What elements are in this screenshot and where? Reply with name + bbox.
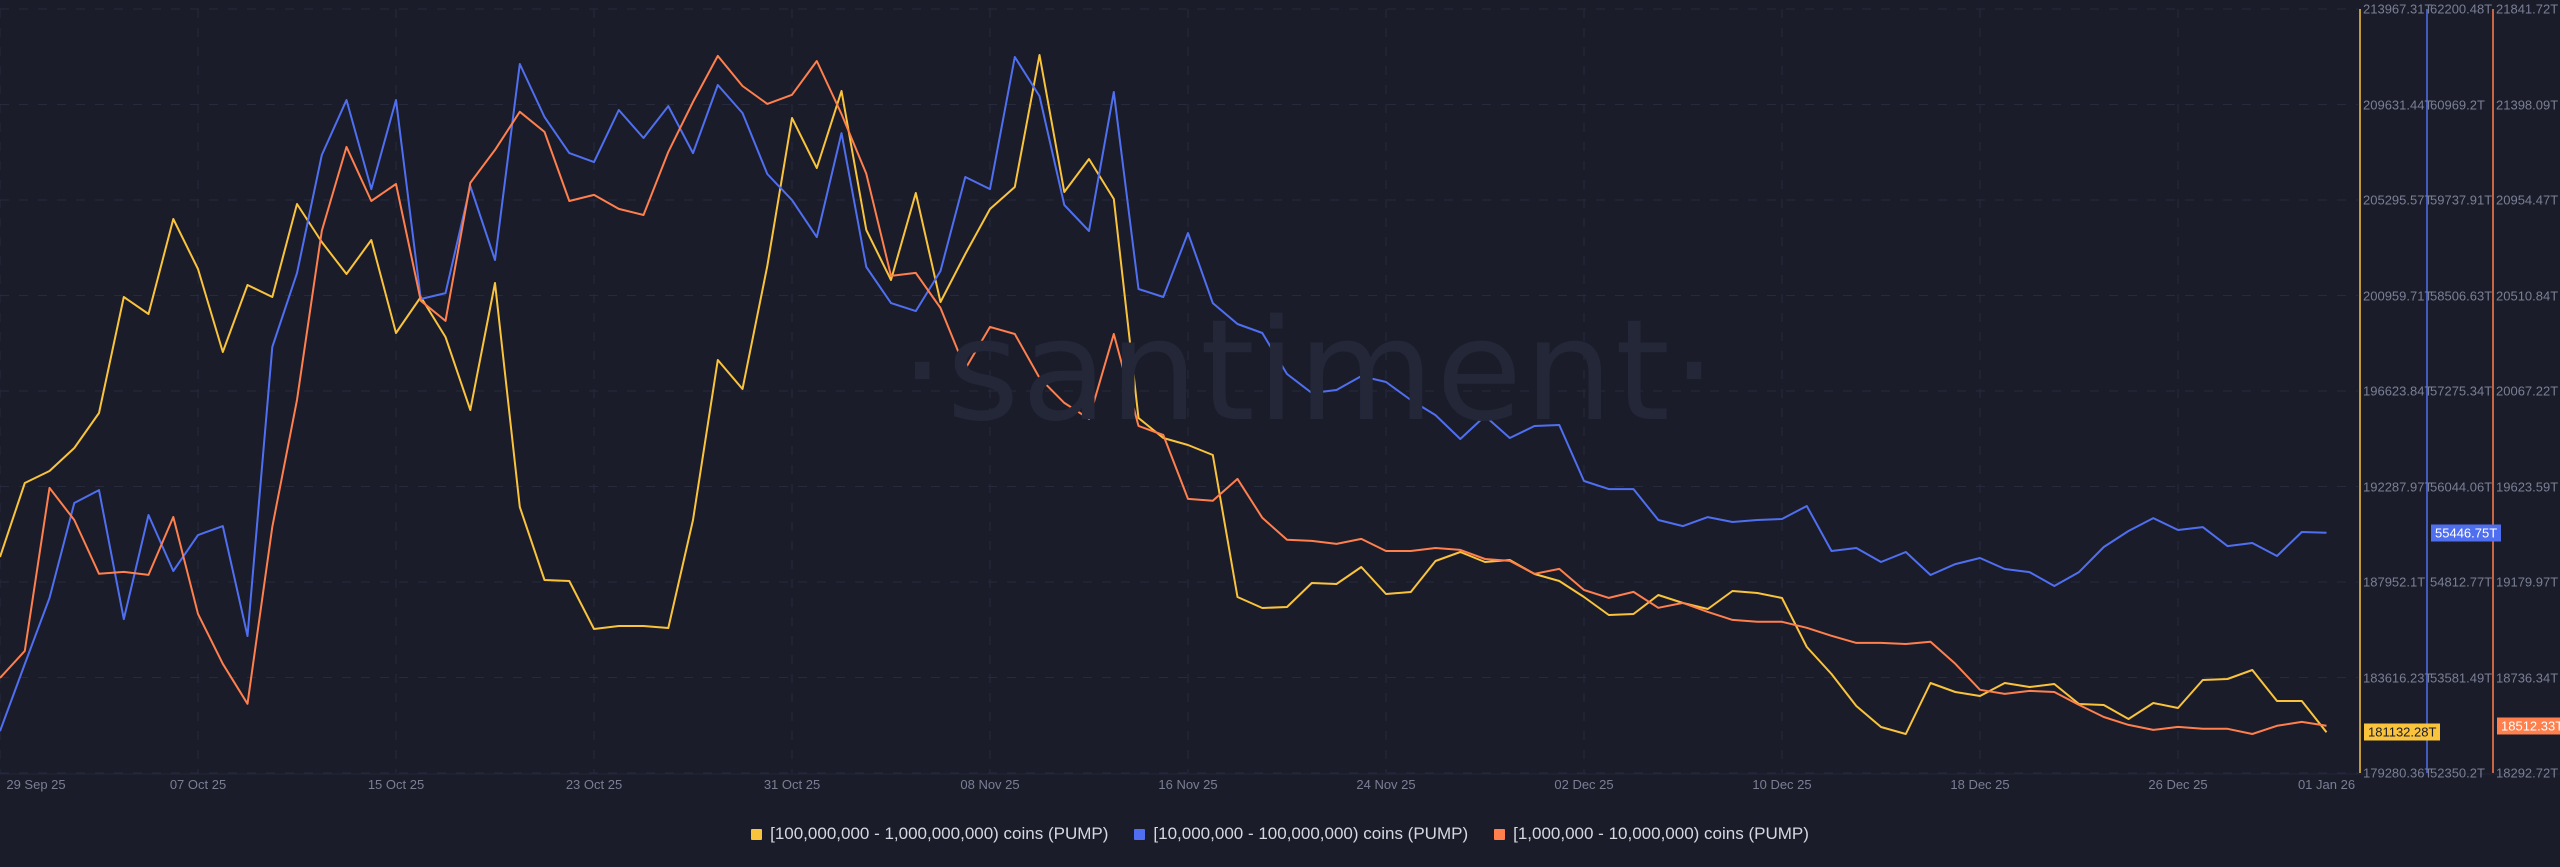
legend-label: [100,000,000 - 1,000,000,000) coins (PUM… (770, 824, 1109, 843)
y-tick-label: 57275.34T (2430, 383, 2493, 399)
y-tick-label: 52350.2T (2430, 765, 2485, 781)
y-tick-label: 21841.72T (2496, 1, 2559, 17)
x-tick-label: 29 Sep 25 (6, 777, 66, 792)
legend-label: [1,000,000 - 10,000,000) coins (PUMP) (1513, 824, 1809, 843)
y-tick-label: 183616.23T (2363, 670, 2433, 685)
legend-item-100m-1b[interactable]: [100,000,000 - 1,000,000,000) coins (PUM… (751, 824, 1108, 844)
y-tick-label: 20067.22T (2496, 383, 2559, 399)
x-tick-label: 01 Jan 26 (2297, 777, 2356, 792)
y-tick-label: 18292.72T (2496, 765, 2559, 781)
y-tick-label: 62200.48T (2430, 1, 2493, 17)
y-tick-label: 213967.31T (2363, 1, 2433, 17)
x-tick-label: 31 Oct 25 (763, 777, 821, 792)
y-tick-label: 19623.59T (2496, 479, 2559, 494)
y-tick-label: 209631.44T (2363, 97, 2433, 112)
x-tick-label: 15 Oct 25 (367, 777, 425, 792)
x-tick-label: 07 Oct 25 (169, 777, 227, 792)
series-line[interactable] (0, 56, 2327, 732)
series-line[interactable] (0, 54, 2327, 735)
x-tick-label: 10 Dec 25 (1752, 777, 1812, 792)
legend-item-10m-100m[interactable]: [10,000,000 - 100,000,000) coins (PUMP) (1134, 824, 1468, 844)
x-tick-label: 26 Dec 25 (2148, 777, 2208, 792)
y-tick-label: 56044.06T (2430, 479, 2493, 494)
y-tick-label: 196623.84T (2363, 383, 2433, 399)
x-tick-label: 24 Nov 25 (1356, 777, 1416, 792)
y-tick-label: 20954.47T (2496, 192, 2559, 208)
x-tick-label: 08 Nov 25 (960, 777, 1020, 792)
legend-swatch-icon (1494, 828, 1506, 840)
x-tick-label: 02 Dec 25 (1554, 777, 1614, 792)
y-tick-label: 205295.57T (2363, 192, 2433, 208)
y-tick-label: 187952.1T (2363, 574, 2426, 590)
y-tick-label: 53581.49T (2430, 670, 2493, 685)
y-tick-label: 58506.63T (2430, 288, 2493, 303)
x-tick-label: 16 Nov 25 (1158, 777, 1218, 792)
last-value-badge: 181132.28T (2364, 723, 2441, 741)
y-tick-label: 192287.97T (2363, 479, 2433, 494)
y-tick-label: 19179.97T (2496, 574, 2559, 590)
legend-swatch-icon (751, 828, 763, 840)
legend-item-1m-10m[interactable]: [1,000,000 - 10,000,000) coins (PUMP) (1494, 824, 1809, 844)
y-tick-label: 18736.34T (2496, 670, 2559, 685)
last-value-badge: 55446.75T (2431, 524, 2502, 542)
legend: [100,000,000 - 1,000,000,000) coins (PUM… (0, 824, 2560, 844)
y-tick-label: 179280.36T (2363, 765, 2433, 781)
y-tick-label: 200959.71T (2363, 288, 2433, 303)
last-value-badge: 18512.33T (2497, 717, 2560, 735)
y-tick-label: 54812.77T (2430, 574, 2493, 590)
y-tick-label: 59737.91T (2430, 192, 2493, 208)
y-tick-label: 21398.09T (2496, 97, 2559, 112)
y-tick-label: 60969.2T (2430, 97, 2485, 112)
legend-label: [10,000,000 - 100,000,000) coins (PUMP) (1153, 824, 1469, 843)
x-tick-label: 23 Oct 25 (565, 777, 623, 792)
x-tick-label: 18 Dec 25 (1950, 777, 2010, 792)
series-line[interactable] (0, 54, 2328, 735)
legend-swatch-icon (1134, 828, 1146, 840)
y-tick-label: 20510.84T (2496, 288, 2559, 303)
